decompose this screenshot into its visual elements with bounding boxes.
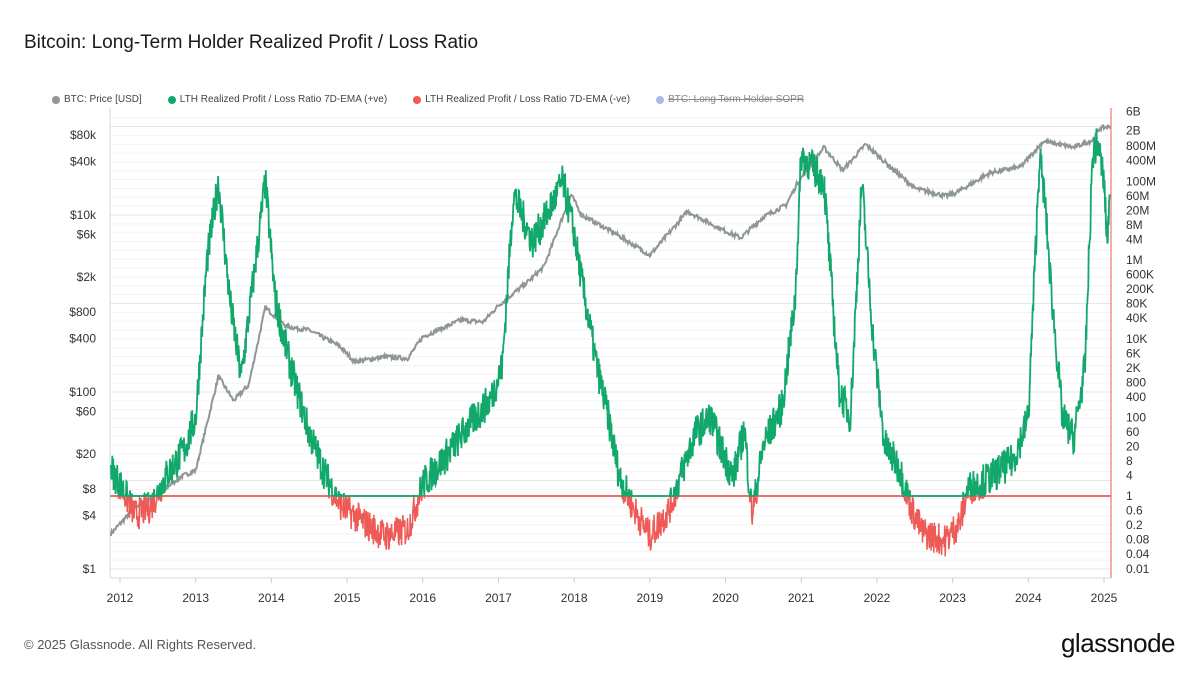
legend-dot-icon — [413, 95, 422, 104]
right-tick-label: 4M — [1126, 233, 1143, 247]
x-tick-label: 2024 — [1015, 591, 1042, 605]
legend-item-sopr[interactable]: BTC: Long Term Holder SOPR — [656, 94, 804, 105]
left-tick-label: $1 — [83, 562, 97, 576]
legend-label: BTC: Price [USD] — [64, 94, 142, 105]
left-tick-label: $10k — [70, 208, 97, 222]
ratio-negative-line — [110, 493, 1110, 557]
right-tick-label: 600K — [1126, 268, 1154, 282]
left-tick-label: $20 — [76, 447, 96, 461]
right-tick-label: 0.6 — [1126, 504, 1143, 518]
right-tick-label: 400 — [1126, 390, 1146, 404]
x-tick-label: 2019 — [636, 591, 663, 605]
right-tick-label: 400M — [1126, 154, 1156, 168]
right-tick-label: 40K — [1126, 311, 1147, 325]
chart-title: Bitcoin: Long-Term Holder Realized Profi… — [24, 32, 479, 53]
legend-dot-icon — [52, 95, 60, 104]
right-tick-label: 2B — [1126, 123, 1141, 137]
btc-price-line — [109, 124, 1111, 537]
legend-item-negative[interactable]: LTH Realized Profit / Loss Ratio 7D-EMA … — [413, 94, 630, 105]
left-tick-label: $100 — [69, 385, 96, 399]
right-tick-label: 20M — [1126, 204, 1149, 218]
right-tick-label: 80K — [1126, 297, 1147, 311]
left-tick-label: $400 — [69, 332, 96, 346]
right-tick-label: 4 — [1126, 468, 1133, 482]
left-tick-label: $6k — [77, 228, 97, 242]
x-tick-label: 2025 — [1091, 591, 1118, 605]
left-tick-label: $8 — [83, 482, 97, 496]
legend-label: LTH Realized Profit / Loss Ratio 7D-EMA … — [425, 94, 631, 105]
left-tick-label: $4 — [83, 509, 97, 523]
legend: BTC: Price [USD] LTH Realized Profit / L… — [52, 94, 804, 105]
left-tick-label: $40k — [70, 155, 97, 169]
right-tick-label: 8 — [1126, 454, 1133, 468]
legend-item-price[interactable]: BTC: Price [USD] — [52, 94, 142, 105]
right-tick-label: 2K — [1126, 361, 1141, 375]
right-tick-label: 0.04 — [1126, 547, 1150, 561]
ratio-positive-line — [110, 128, 1111, 500]
x-tick-label: 2015 — [334, 591, 361, 605]
right-tick-label: 6B — [1126, 105, 1141, 119]
x-tick-label: 2018 — [561, 591, 588, 605]
right-tick-label: 200K — [1126, 282, 1154, 296]
left-tick-label: $800 — [69, 305, 96, 319]
x-tick-label: 2016 — [409, 591, 436, 605]
legend-item-positive[interactable]: LTH Realized Profit / Loss Ratio 7D-EMA … — [167, 94, 388, 105]
right-tick-label: 0.08 — [1126, 533, 1150, 547]
left-tick-label: $60 — [76, 405, 96, 419]
x-tick-label: 2021 — [788, 591, 815, 605]
legend-dot-icon — [656, 95, 665, 104]
right-tick-label: 20 — [1126, 439, 1140, 453]
x-tick-label: 2022 — [864, 591, 891, 605]
x-tick-label: 2023 — [939, 591, 966, 605]
copyright: © 2025 Glassnode. All Rights Reserved. — [24, 637, 257, 652]
right-tick-label: 10K — [1126, 332, 1147, 346]
gridlines — [110, 117, 1111, 570]
x-tick-label: 2012 — [107, 591, 134, 605]
right-tick-label: 1M — [1126, 253, 1143, 267]
right-tick-label: 8M — [1126, 218, 1143, 232]
right-tick-label: 1 — [1126, 489, 1133, 503]
x-tick-label: 2013 — [182, 591, 209, 605]
right-tick-label: 0.01 — [1126, 562, 1150, 576]
x-tick-label: 2017 — [485, 591, 512, 605]
right-tick-label: 800 — [1126, 375, 1146, 389]
right-tick-label: 100 — [1126, 410, 1146, 424]
left-tick-label: $80k — [70, 128, 97, 142]
right-tick-label: 60M — [1126, 189, 1149, 203]
legend-label: LTH Realized Profit / Loss Ratio 7D-EMA … — [179, 94, 388, 105]
right-tick-label: 800M — [1126, 139, 1156, 153]
right-tick-label: 6K — [1126, 346, 1141, 360]
x-tick-label: 2014 — [258, 591, 285, 605]
right-tick-label: 0.2 — [1126, 518, 1143, 532]
glassnode-logo: glassnode — [1060, 628, 1176, 658]
left-tick-label: $2k — [77, 270, 97, 284]
legend-label: BTC: Long Term Holder SOPR — [668, 94, 805, 105]
x-tick-label: 2020 — [712, 591, 739, 605]
legend-dot-icon — [167, 95, 176, 104]
right-tick-label: 100M — [1126, 175, 1156, 189]
right-tick-label: 60 — [1126, 425, 1140, 439]
